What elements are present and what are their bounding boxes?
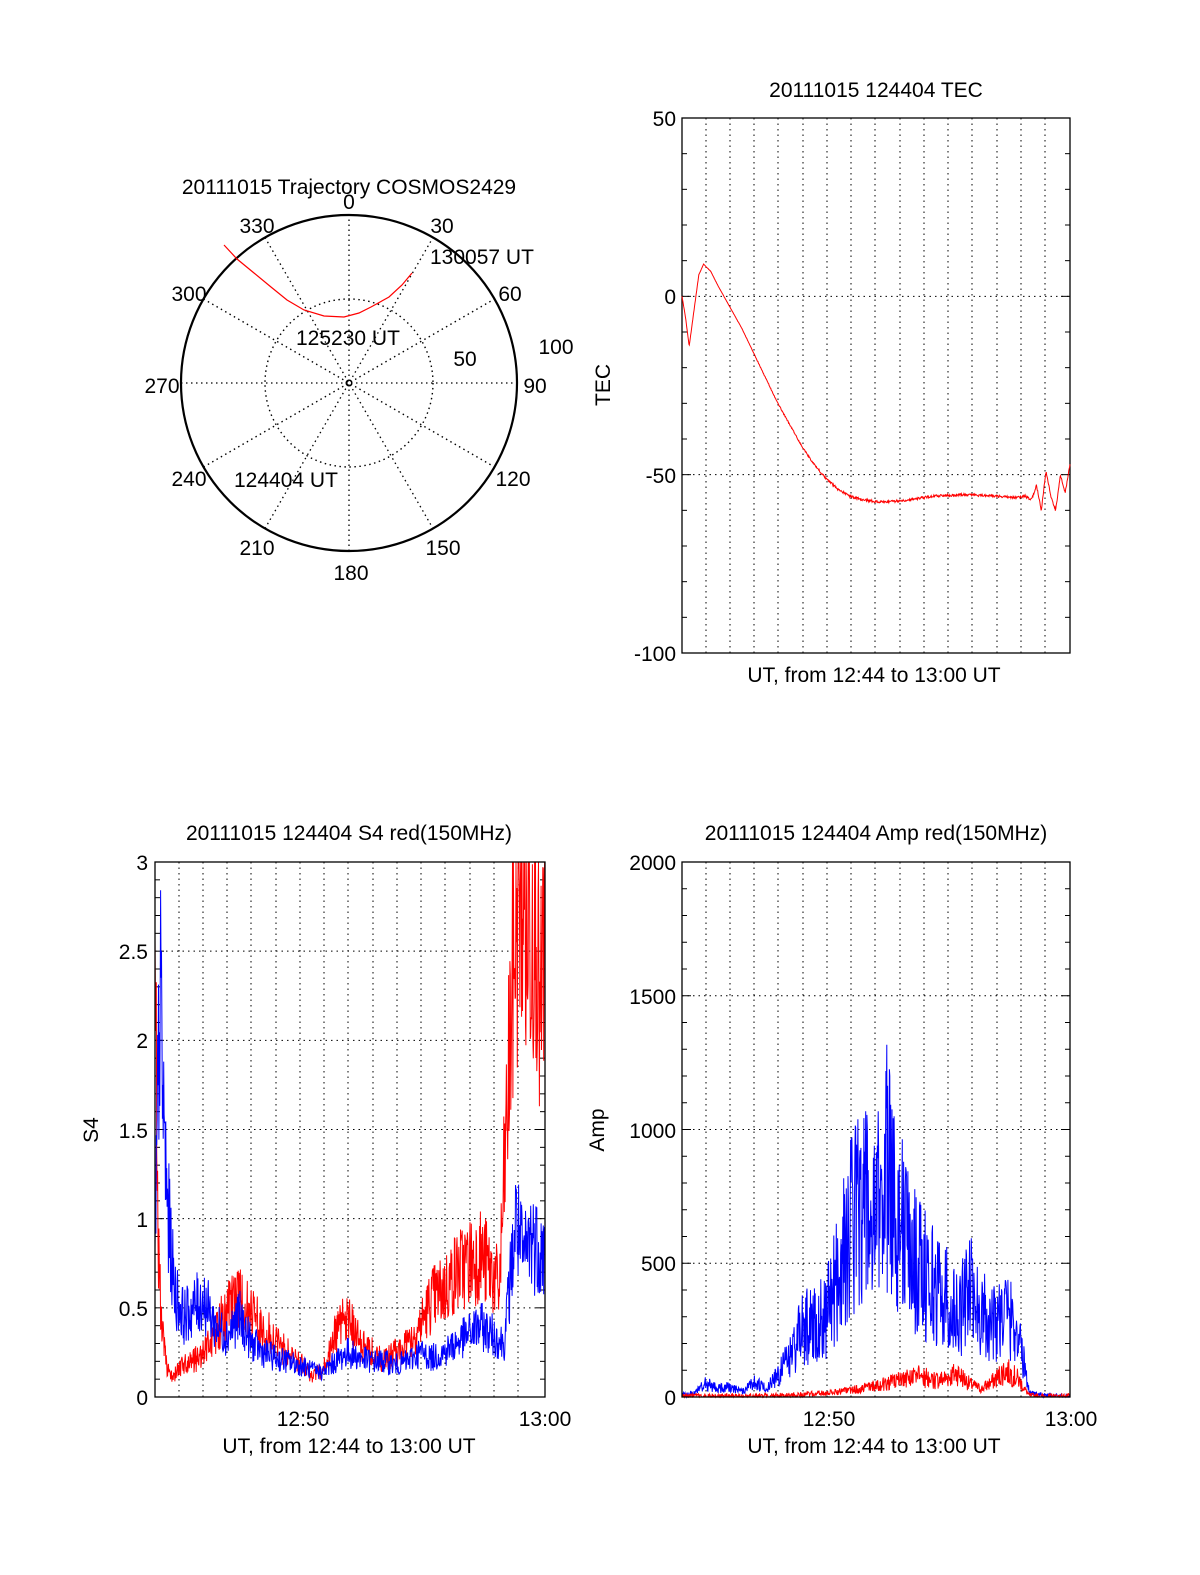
polar-plot: 20111015 Trajectory COSMOS2429 0 30 60 9… [144,176,573,585]
amp-ytick-label: 0 [664,1387,676,1410]
series-line-red [681,263,1071,511]
amp-ytick-labels: 0 500 1000 1500 2000 [629,852,676,1410]
amp-ytick-label: 1500 [629,986,676,1009]
angle-label-90: 90 [523,375,546,398]
angle-label-330: 330 [239,215,274,238]
polar-grid [179,213,519,553]
tec-ytick-labels: 50 0 -50 -100 [634,108,676,666]
angle-label-270: 270 [144,375,179,398]
amp-xtick-label: 12:50 [803,1408,856,1431]
amp-xtick-label: 13:00 [1045,1408,1098,1431]
polar-angle-labels: 0 30 60 90 120 150 180 210 240 270 300 3… [144,191,546,585]
s4-ytick-label: 0.5 [119,1298,148,1321]
polar-spoke [264,237,434,529]
angle-label-300: 300 [171,283,206,306]
s4-ytick-labels: 0 0.5 1 1.5 2 2.5 3 [119,852,148,1410]
amp-ytick-label: 2000 [629,852,676,875]
polar-spoke [203,298,495,468]
s4-xlabel: UT, from 12:44 to 13:00 UT [222,1435,475,1458]
angle-label-150: 150 [425,537,460,560]
s4-plot: 20111015 124404 S4 red(150MHz) 0 0.5 1 1… [80,822,571,1458]
s4-ytick-label: 2.5 [119,941,148,964]
amp-ytick-label: 500 [641,1253,676,1276]
s4-ytick-label: 1 [136,1209,148,1232]
s4-xtick-label: 12:50 [277,1408,330,1431]
amp-ylabel: Amp [586,1108,609,1151]
trajectory-line [223,244,413,318]
tec-ytick-label: 0 [664,286,676,309]
series-line-blue [154,890,546,1382]
series-line-blue [681,1044,1071,1399]
angle-label-30: 30 [430,215,453,238]
s4-ytick-label: 3 [136,852,148,875]
tec-title: 20111015 124404 TEC [769,79,983,102]
amp-xlabel: UT, from 12:44 to 13:00 UT [747,1435,1000,1458]
angle-label-180: 180 [333,562,368,585]
amp-axes-frame [681,861,1071,1398]
amp-ytick-label: 1000 [629,1120,676,1143]
tec-axes-frame [681,117,1071,654]
angle-label-60: 60 [498,283,521,306]
annotation-start-time: 124404 UT [234,469,338,492]
series-line-red [681,1359,1071,1399]
tec-series [681,263,1071,511]
amp-title: 20111015 124404 Amp red(150MHz) [705,822,1047,845]
angle-label-210: 210 [239,537,274,560]
tec-ytick-label: -100 [634,643,676,666]
tec-ytick-label: -50 [646,465,676,488]
amp-series [681,1044,1071,1399]
radius-label-100: 100 [538,336,573,359]
tec-ytick-label: 50 [653,108,676,131]
polar-inner-ring [264,298,434,468]
series-line-red [154,861,546,1383]
tec-plot: 20111015 124404 TEC 50 0 -50 -100 TEC UT… [592,79,1071,687]
polar-spoke [203,298,495,468]
polar-spoke [264,237,434,529]
tec-xlabel: UT, from 12:44 to 13:00 UT [747,664,1000,687]
s4-ytick-label: 0 [136,1387,148,1410]
s4-ytick-label: 2 [136,1030,148,1053]
angle-label-120: 120 [495,468,530,491]
annotation-mid-time: 125230 UT [296,327,400,350]
tec-ylabel: TEC [592,364,615,406]
radius-label-50: 50 [453,348,476,371]
s4-ytick-label: 1.5 [119,1120,148,1143]
amp-plot: 20111015 124404 Amp red(150MHz) 0 500 10… [586,822,1097,1458]
s4-series [154,861,546,1383]
polar-title: 20111015 Trajectory COSMOS2429 [182,176,516,199]
s4-ylabel: S4 [80,1117,103,1143]
s4-axes-frame [154,861,546,1398]
s4-title: 20111015 124404 S4 red(150MHz) [186,822,512,845]
tec-grid [682,118,1070,653]
s4-xtick-label: 13:00 [519,1408,572,1431]
angle-label-240: 240 [171,468,206,491]
angle-label-0: 0 [343,191,355,214]
annotation-end-time: 130057 UT [430,246,534,269]
